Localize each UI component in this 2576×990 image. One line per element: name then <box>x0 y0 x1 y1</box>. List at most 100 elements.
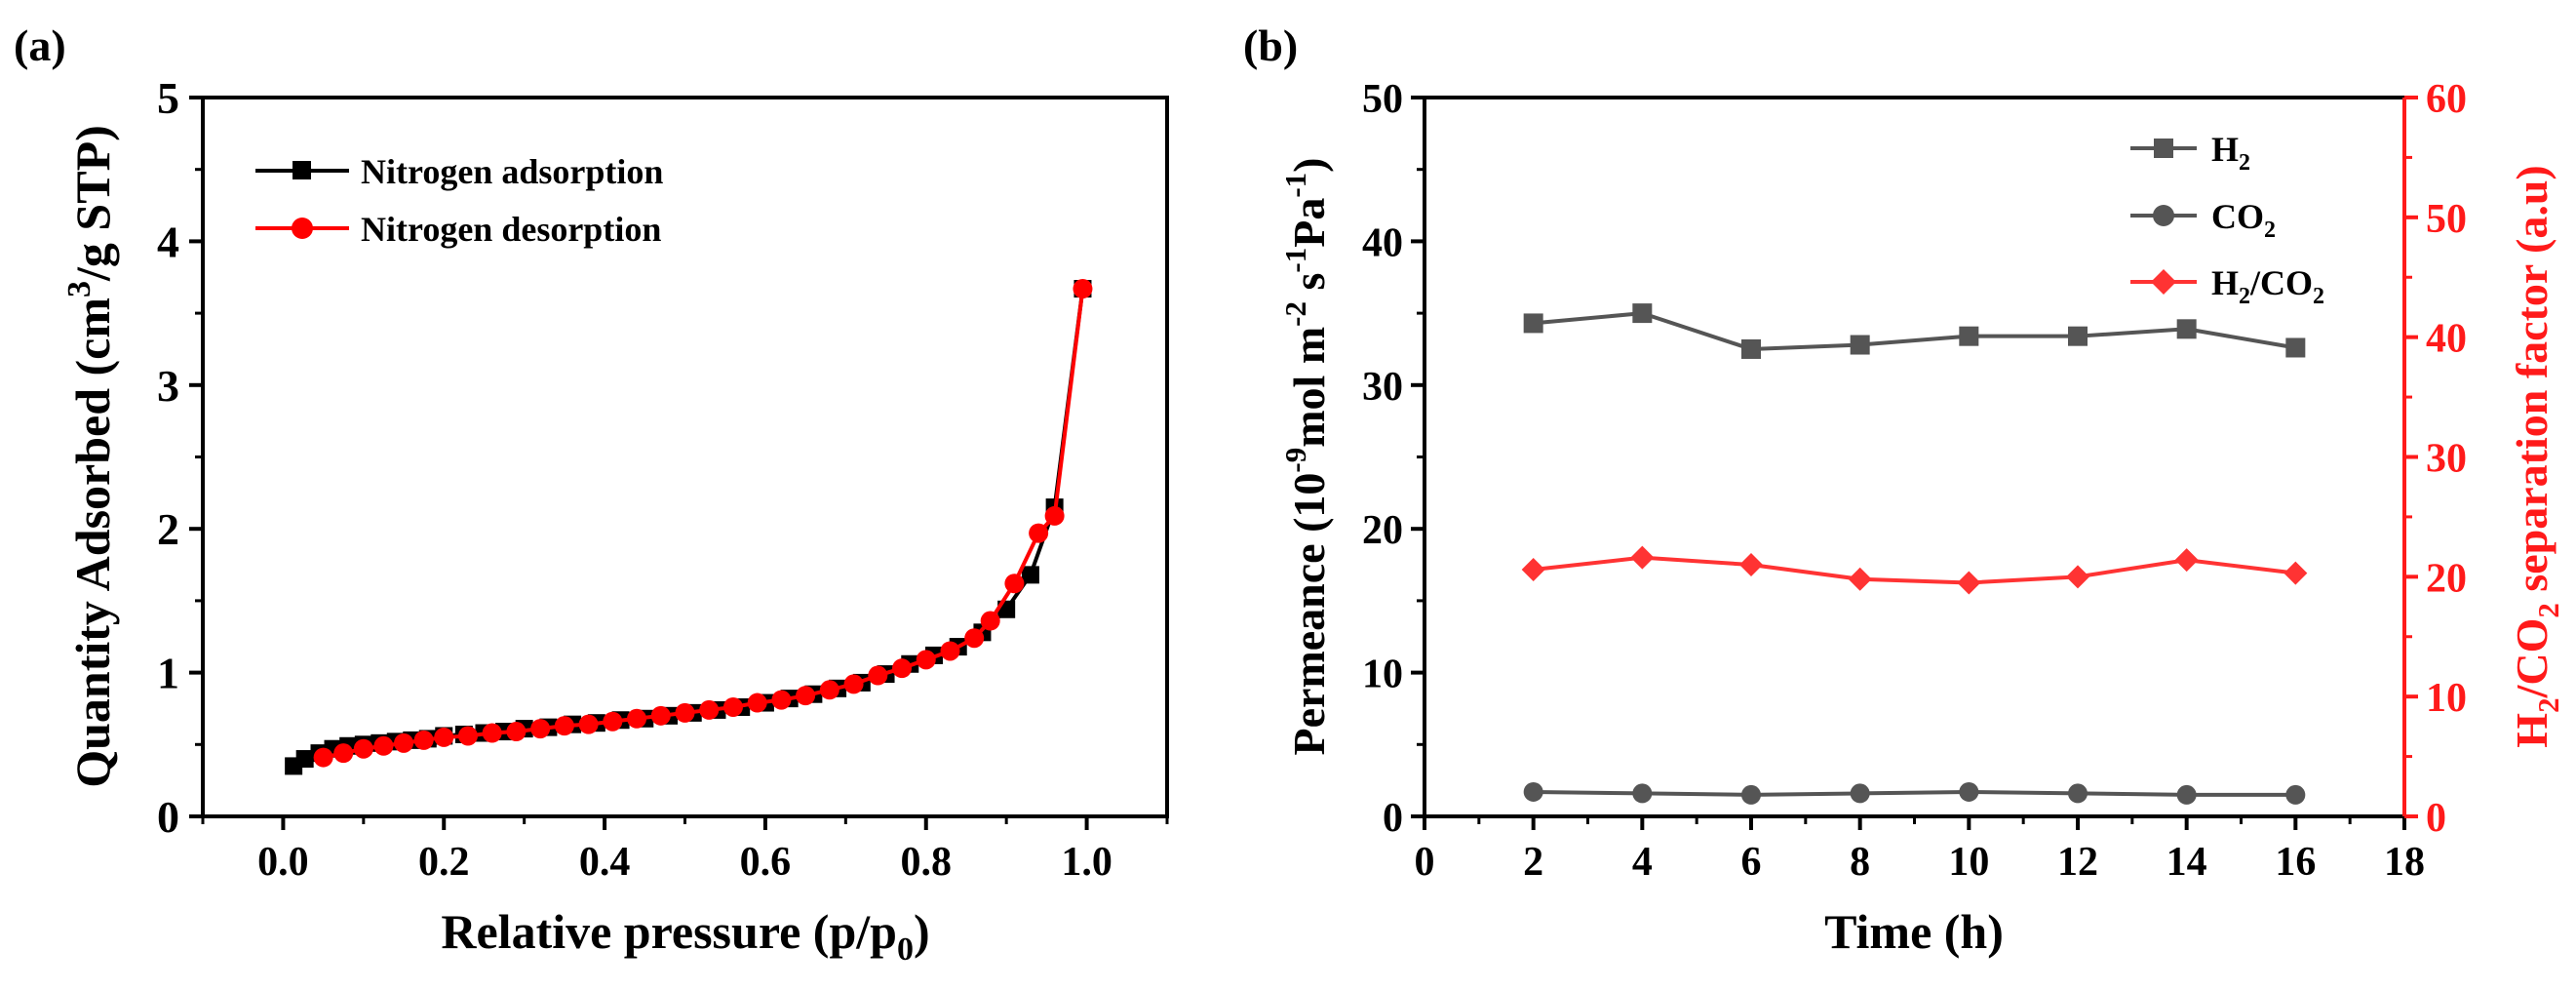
co2-permeance-point <box>1632 783 1653 804</box>
co2-permeance-point <box>2068 783 2088 804</box>
desorption-point <box>506 722 527 742</box>
desorption-point <box>457 726 478 746</box>
desorption-point <box>843 674 864 694</box>
panel-b-x-tick-label: 6 <box>1741 840 1762 885</box>
co2-permeance-point <box>1741 784 1761 805</box>
panel-a-y-axis-title: Quantity Adsorbed (cm3/g STP) <box>61 125 120 788</box>
panel-a-chart: (a) 0.0 0.2 0.4 0.6 0.8 1.0 0 1 2 3 4 5 Relative pr… <box>14 20 1169 968</box>
panel-b-right-tick-label: 0 <box>2426 796 2446 841</box>
desorption-point <box>916 650 936 670</box>
panel-b-right-tick-label: 30 <box>2426 437 2467 482</box>
panel-b-right-tick-label: 40 <box>2426 317 2467 362</box>
desorption-point <box>373 735 394 756</box>
selectivity-point <box>2066 565 2089 589</box>
legend-marker-adsorption <box>293 161 311 179</box>
panel-b-label: (b) <box>1243 20 1298 70</box>
desorption-point <box>1029 523 1049 543</box>
desorption-point <box>1004 574 1025 594</box>
panel-a-x-tick-label: 0.4 <box>579 840 631 885</box>
panel-a-legend: Nitrogen adsorption Nitrogen desorption <box>255 152 663 249</box>
desorption-point <box>722 696 743 717</box>
panel-b-legend: H2 CO2 H2/CO2 <box>2130 130 2324 309</box>
h2-permeance-point <box>1523 313 1543 334</box>
desorption-point <box>413 730 434 750</box>
legend-marker-selectivity <box>2151 269 2176 295</box>
selectivity-point <box>1957 571 1981 595</box>
panel-a-y-tick-label: 0 <box>157 792 179 842</box>
desorption-point <box>627 708 647 729</box>
panel-b-right-tick-label: 50 <box>2426 197 2467 242</box>
selectivity-line <box>1533 555 2296 585</box>
desorption-point <box>940 641 960 661</box>
legend-marker-co2 <box>2153 205 2174 226</box>
desorption-point <box>603 711 623 732</box>
panel-a-x-tick-label: 0.6 <box>740 840 792 885</box>
h2-permeance-point <box>1632 303 1653 324</box>
legend-item-adsorption: Nitrogen adsorption <box>255 152 663 191</box>
panel-b-right-axis-title: H2/CO2 separation factor (a.u) <box>2507 165 2565 747</box>
legend-item-co2: CO2 <box>2130 197 2276 243</box>
panel-b-left-tick-label: 50 <box>1362 77 1403 122</box>
panel-b-chart: (b) 0 2 4 6 8 10 12 14 16 18010203040500102030405… <box>1243 20 2565 959</box>
panel-a-y-tick-label: 4 <box>157 217 179 266</box>
panel-a-x-tick-label: 1.0 <box>1061 840 1112 885</box>
co2-permeance-point <box>1523 781 1543 802</box>
panel-b-series-layer <box>1521 303 2308 805</box>
desorption-point <box>747 693 767 713</box>
legend-label-h2: H2 <box>2211 130 2250 176</box>
panel-b-x-tick-label: 2 <box>1523 840 1543 885</box>
panel-a-y-tick-label: 3 <box>157 361 179 411</box>
legend-item-selectivity: H2/CO2 <box>2130 263 2324 309</box>
selectivity-point <box>1521 557 1545 581</box>
legend-marker-h2 <box>2154 139 2173 158</box>
desorption-line <box>323 288 1085 760</box>
panel-a-y-tick-label: 1 <box>157 649 179 698</box>
panel-a-x-tick-label: 0.0 <box>257 840 309 885</box>
h2-permeance-point <box>1741 338 1761 359</box>
panel-b-x-tick-label: 18 <box>2384 840 2425 885</box>
adsorption-point <box>295 750 314 769</box>
h2-permeance-point <box>1850 335 1870 355</box>
panel-a-y-tick-label: 5 <box>157 73 179 123</box>
selectivity-point <box>1848 567 1872 591</box>
panel-b-x-tick-label: 0 <box>1415 840 1435 885</box>
panel-a-series-layer <box>285 279 1093 775</box>
desorption-point <box>964 628 985 649</box>
h2-permeance-point <box>1959 326 1979 346</box>
desorption-point <box>1044 505 1065 526</box>
legend-item-h2: H2 <box>2130 130 2250 176</box>
panel-b-right-tick-label: 60 <box>2426 77 2467 122</box>
panel-b-left-tick-label: 30 <box>1362 365 1403 410</box>
panel-b-x-tick-label: 8 <box>1850 840 1870 885</box>
desorption-point <box>313 747 333 768</box>
panel-b-left-tick-label: 40 <box>1362 220 1403 265</box>
panel-a-ticks: 0.0 0.2 0.4 0.6 0.8 1.0 0 1 2 3 4 5 <box>157 73 1169 885</box>
legend-marker-desorption <box>292 218 313 239</box>
legend-label-adsorption: Nitrogen adsorption <box>361 152 663 191</box>
panel-b-left-tick-label: 20 <box>1362 508 1403 553</box>
legend-label-selectivity: H2/CO2 <box>2211 263 2324 309</box>
co2-permeance-line <box>1533 789 2296 797</box>
h2-permeance-point <box>2068 326 2088 346</box>
selectivity-point <box>1739 553 1763 577</box>
panel-b-x-axis-title: Time (h) <box>1824 904 2004 959</box>
desorption-point <box>699 699 720 720</box>
panel-b-left-tick-label: 10 <box>1362 653 1403 697</box>
desorption-point <box>434 727 454 747</box>
co2-permeance-point <box>2285 784 2306 805</box>
desorption-point <box>353 738 373 759</box>
panel-a-y-tick-label: 2 <box>157 504 179 554</box>
legend-item-desorption: Nitrogen desorption <box>255 210 661 249</box>
panel-a-x-tick-label: 0.8 <box>901 840 953 885</box>
desorption-point <box>819 680 839 700</box>
adsorption-point <box>1021 566 1039 584</box>
co2-permeance-point <box>2176 784 2197 805</box>
desorption-point <box>868 665 888 686</box>
h2-permeance-point <box>2285 337 2306 358</box>
desorption-point <box>892 658 913 679</box>
desorption-point <box>554 716 574 736</box>
panel-a-x-axis-title: Relative pressure (p/p0) <box>441 904 929 968</box>
panel-b-x-tick-label: 10 <box>1948 840 1989 885</box>
